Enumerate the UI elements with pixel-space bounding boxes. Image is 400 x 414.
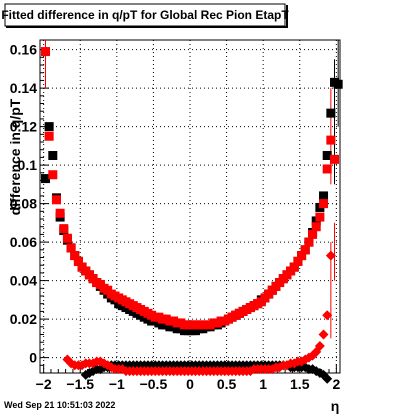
tick-labels: −2 −1.5 −1 −0.5 0 0.5 1 1.5 2 0 0.02 0.04 0.06 0.08 0.…	[10, 42, 341, 392]
x-tick-label: 0.5	[217, 376, 237, 392]
data-point	[62, 233, 72, 243]
x-tick-label: 0	[186, 376, 194, 392]
frame-shadow-bottom	[6, 26, 288, 28]
y-tick-label: 0.06	[10, 234, 37, 250]
data-point	[326, 135, 336, 145]
data-point	[51, 195, 61, 205]
data-point	[40, 47, 50, 57]
y-tick-label: 0.04	[10, 273, 37, 289]
data-point	[48, 150, 58, 160]
data-point	[48, 170, 58, 180]
data-point	[322, 310, 333, 321]
data-point	[325, 250, 336, 261]
chart-title: Fitted difference in q/pT for Global Rec…	[1, 8, 289, 22]
y-tick-label: 0.02	[10, 311, 37, 327]
y-tick-label: 0.08	[10, 196, 37, 212]
y-axis-title: difference in q/pT	[7, 98, 23, 215]
data-point	[311, 222, 321, 232]
data-point	[297, 251, 307, 261]
x-tick-label: 2	[332, 376, 340, 392]
data-point	[44, 131, 54, 141]
data-point	[330, 154, 340, 164]
data-point	[315, 212, 325, 222]
data-point	[314, 341, 325, 352]
frame-shadow-right	[286, 5, 288, 28]
x-tick-label: −1	[109, 376, 125, 392]
data-point	[304, 237, 314, 247]
data-point	[59, 224, 69, 234]
y-tick-label: 0.16	[10, 42, 37, 58]
y-tick-label: 0.12	[10, 119, 37, 135]
y-tick-label: 0.14	[10, 80, 37, 96]
y-tick-label: 0.1	[18, 157, 38, 173]
x-tick-label: 1.5	[290, 376, 310, 392]
x-tick-label: 1	[259, 376, 267, 392]
data-point	[308, 229, 318, 239]
x-tick-label: −1.5	[66, 376, 94, 392]
data-point	[319, 199, 329, 209]
title-box	[4, 3, 286, 27]
data-point	[73, 256, 83, 266]
data-point	[319, 191, 329, 201]
data-point	[300, 245, 310, 255]
y-tick-label: 0	[29, 350, 37, 366]
data-point	[66, 243, 76, 253]
x-tick-label: −2	[36, 376, 52, 392]
timestamp: Wed Sep 21 10:51:03 2022	[4, 400, 115, 410]
x-tick-label: −0.5	[140, 376, 168, 392]
data-point	[289, 262, 299, 272]
data-point	[44, 122, 54, 132]
data-point	[322, 373, 333, 384]
data-point	[322, 150, 332, 160]
data-point	[40, 174, 50, 184]
data-point	[326, 108, 336, 118]
data-point	[322, 164, 332, 174]
x-axis-title: η	[331, 398, 340, 414]
data-point	[318, 329, 329, 340]
data-point	[333, 79, 343, 89]
data-marks	[40, 40, 343, 384]
data-point	[293, 256, 303, 266]
data-point	[55, 208, 65, 218]
data-point	[70, 251, 80, 261]
